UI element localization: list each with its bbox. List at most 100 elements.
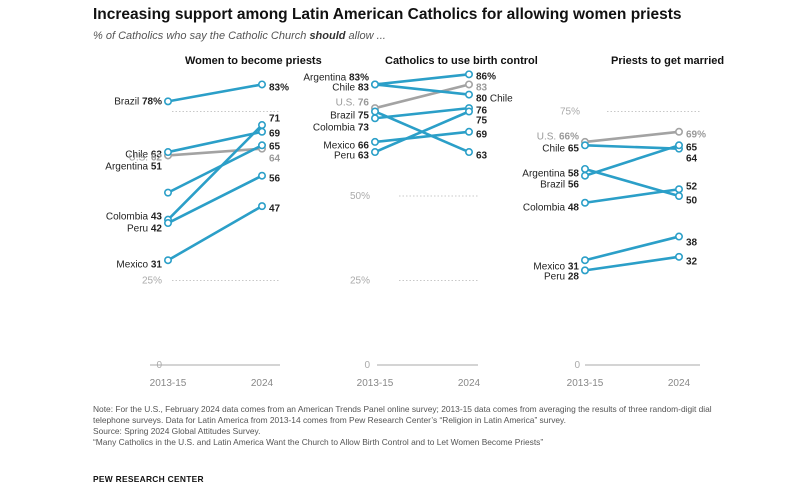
subtitle-text-end: allow ...: [345, 30, 386, 42]
data-label-start: U.S. 62: [129, 153, 163, 164]
data-point-argentina-end: [464, 70, 473, 79]
x-tick-label: 2013-15: [567, 378, 604, 389]
data-point-mexico-end: [257, 202, 266, 211]
data-label-end: 65: [686, 143, 698, 154]
y-tick-label: 0: [574, 360, 580, 371]
data-label-start: Mexico 66: [323, 141, 369, 152]
series-line-brazil: [166, 83, 264, 103]
data-point-peru-start: [370, 148, 379, 157]
y-tick-label: 25%: [350, 276, 370, 287]
data-point-colombia-start: [370, 114, 379, 123]
y-tick-label: 50%: [350, 191, 370, 202]
data-label-start: Argentina 83%: [303, 73, 369, 84]
data-point-colombia-start: [580, 198, 589, 207]
data-point-chile-start: [164, 148, 173, 157]
x-tick-label: 2024: [668, 378, 691, 389]
data-point-brazil-start: [164, 97, 173, 106]
data-point-argentina-end: [674, 192, 683, 201]
data-label-start: Argentina 51: [105, 162, 162, 173]
data-label-end: 76: [476, 106, 488, 117]
data-label-start: Chile 63: [125, 150, 162, 161]
data-point-mexico-end: [464, 127, 473, 136]
data-label-end: 69: [476, 130, 488, 141]
data-point-u-s-end: [674, 127, 683, 136]
series-line-colombia: [166, 123, 264, 221]
series-line-chile: [373, 83, 471, 96]
data-point-brazil-end: [674, 141, 683, 150]
data-label-end: 69%: [686, 130, 706, 141]
report-title-text: “Many Catholics in the U.S. and Latin Am…: [93, 437, 544, 447]
x-tick-label: 2013-15: [150, 378, 187, 389]
series-line-mexico: [166, 204, 264, 262]
data-label-start: Colombia 48: [523, 203, 580, 214]
data-point-brazil-start: [370, 107, 379, 116]
data-label-end: 83: [476, 83, 488, 94]
data-label-end: 65: [269, 142, 281, 153]
data-label-end: 32: [686, 257, 698, 268]
x-tick-label: 2024: [251, 378, 274, 389]
data-label-start: Chile 65: [542, 144, 579, 155]
series-line-u-s: [166, 147, 264, 157]
data-label-end: 69: [269, 129, 281, 140]
y-tick-label: 0: [364, 360, 370, 371]
data-point-mexico-start: [580, 256, 589, 265]
series-line-brazil: [583, 144, 681, 178]
data-label-end: 50: [686, 196, 698, 207]
data-label-start: Argentina 58: [522, 169, 579, 180]
data-label-end: 64: [686, 154, 698, 165]
data-label-end: 63: [476, 151, 488, 162]
data-point-chile-end: [464, 90, 473, 99]
data-label-start: Chile 83: [332, 83, 369, 94]
data-label-start: Brazil 78%: [114, 97, 162, 108]
data-point-chile-start: [370, 80, 379, 89]
series-line-peru: [373, 110, 471, 154]
data-point-mexico-start: [164, 256, 173, 265]
panel-title: Priests to get married: [611, 55, 724, 67]
series-line-colombia: [583, 187, 681, 205]
data-label-start: U.S. 66%: [537, 132, 579, 143]
data-point-peru-end: [674, 252, 683, 261]
data-point-argentina-end: [257, 141, 266, 150]
subtitle-text: % of Catholics who say the Catholic Chur…: [93, 30, 310, 42]
data-point-u-s-end: [464, 80, 473, 89]
data-point-mexico-start: [370, 137, 379, 146]
data-label-start: Brazil 75: [330, 111, 369, 122]
data-label-end: 71: [269, 114, 281, 125]
data-label-start: Peru 63: [334, 151, 369, 162]
data-label-end: 52: [686, 182, 698, 193]
data-label-end: 56: [269, 174, 281, 185]
source-text: Source: Spring 2024 Global Attitudes Sur…: [93, 426, 261, 436]
data-label-end: 86%: [476, 72, 496, 83]
series-line-colombia: [373, 106, 471, 120]
data-point-brazil-end: [257, 80, 266, 89]
data-point-mexico-end: [674, 232, 683, 241]
data-label-start: Mexico 31: [533, 262, 579, 273]
slope-charts: Women to become priests 0 25% 2013-15 2024 Br…: [105, 55, 724, 389]
series-line-mexico: [583, 235, 681, 262]
series-line-peru: [166, 174, 264, 225]
data-point-brazil-start: [580, 171, 589, 180]
data-label-end: 83%: [269, 83, 289, 94]
series-line-argentina: [166, 144, 264, 194]
series-line-argentina: [373, 73, 471, 86]
data-point-brazil-end: [464, 148, 473, 157]
data-point-colombia-end: [257, 121, 266, 130]
series-line-peru: [583, 255, 681, 272]
data-label-end: 47: [269, 204, 281, 215]
data-point-peru-start: [580, 266, 589, 275]
y-tick-label: 75%: [560, 107, 580, 118]
data-label-end: 64: [269, 154, 281, 165]
data-label-start: Colombia 73: [313, 123, 370, 134]
series-line-chile: [166, 130, 264, 154]
data-point-peru-start: [164, 219, 173, 228]
data-point-argentina-start: [580, 164, 589, 173]
x-tick-label: 2024: [458, 378, 481, 389]
data-point-colombia-end: [674, 185, 683, 194]
data-label-start: Colombia 43: [106, 212, 163, 223]
data-label-end: 80 Chile: [476, 94, 513, 105]
data-label-start: Brazil 56: [540, 180, 579, 191]
data-point-peru-end: [464, 107, 473, 116]
y-tick-label: 25%: [142, 276, 162, 287]
data-label-end: 75: [476, 116, 488, 127]
data-label-start: Mexico 31: [116, 260, 162, 271]
